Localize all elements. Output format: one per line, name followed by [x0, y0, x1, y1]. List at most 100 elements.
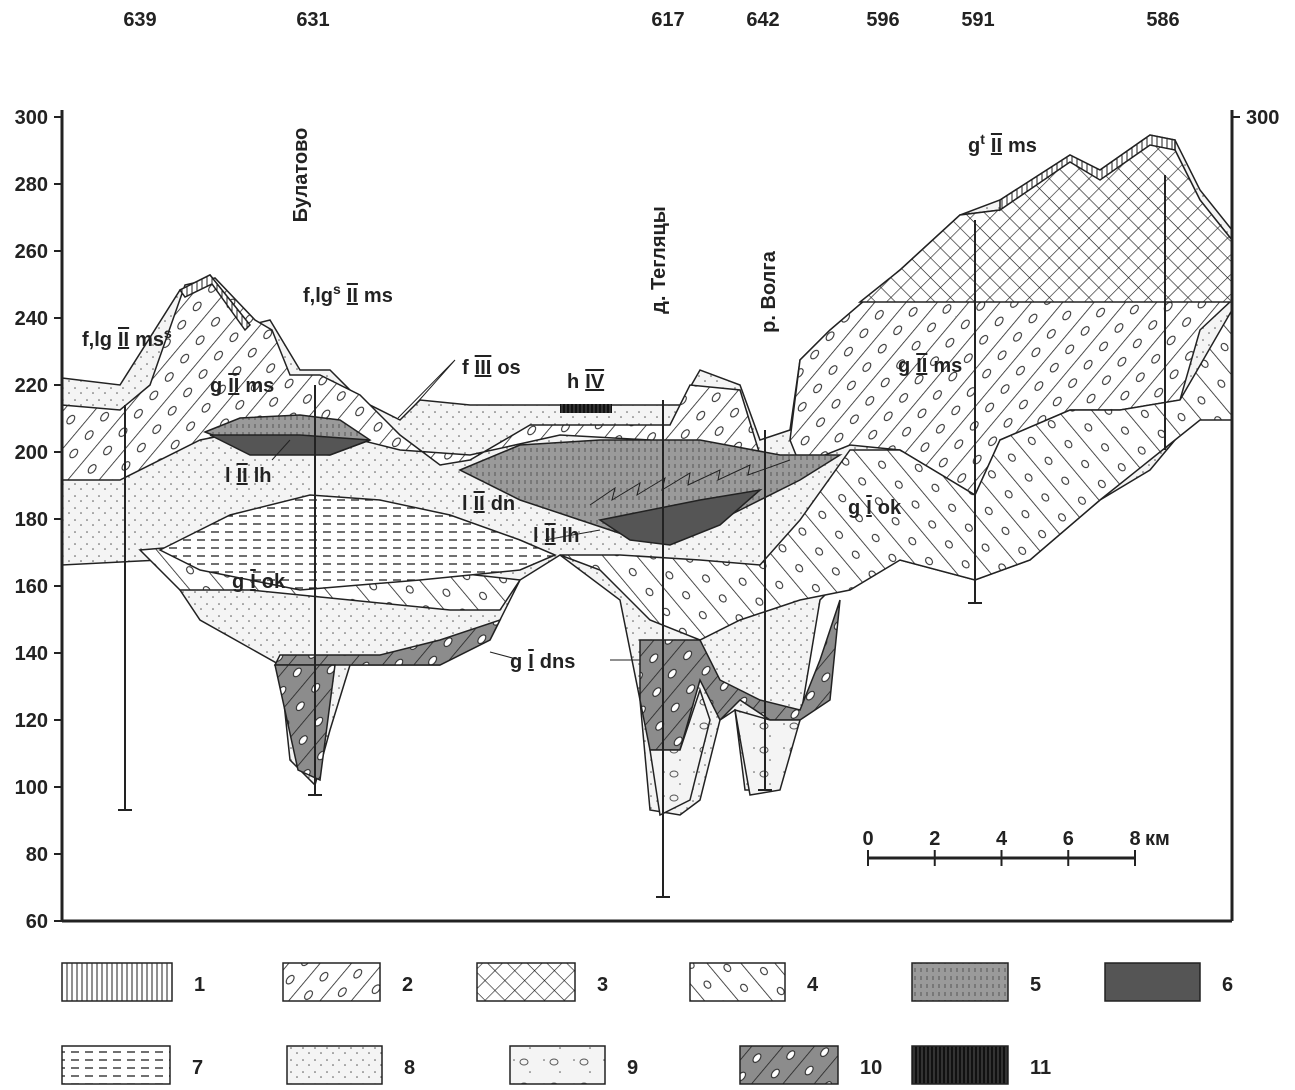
label-part: ms [933, 355, 962, 377]
cross-section: 6396316176425965915863002802602402202001… [0, 0, 1295, 1090]
legend-label: 7 [192, 1057, 203, 1079]
legend-label: 5 [1030, 974, 1041, 996]
label-part: os [497, 357, 520, 379]
legend-label: 9 [627, 1057, 638, 1079]
tick-label: 80 [26, 844, 48, 866]
legend-swatch [287, 1046, 382, 1084]
label-part: t [980, 131, 985, 147]
label-part: ms [1008, 135, 1037, 157]
legend-label: 2 [402, 974, 413, 996]
borehole-number: 631 [296, 9, 329, 31]
tick-label: 120 [15, 710, 48, 732]
tick-label: 180 [15, 509, 48, 531]
label-part: s [333, 281, 341, 297]
legend-label: 3 [597, 974, 608, 996]
label-part: III [475, 357, 492, 379]
legend-swatch [912, 1046, 1008, 1084]
legend-swatch [912, 963, 1008, 1001]
legend-label: 10 [860, 1057, 882, 1079]
legend-swatch [62, 963, 172, 1001]
tick-label: 200 [15, 442, 48, 464]
scale-label: 2 [929, 828, 940, 850]
layer-3 [860, 140, 1232, 302]
legend-label: 4 [807, 974, 819, 996]
place-name: р. Волга [758, 250, 780, 333]
tick-label: 100 [15, 777, 48, 799]
label-part: lh [254, 465, 272, 487]
label-part: ok [878, 497, 902, 519]
label-part: I [866, 497, 872, 519]
label-part: II [474, 493, 485, 515]
label-part: g [510, 651, 522, 673]
tick-label: 240 [15, 308, 48, 330]
label-part: f [462, 357, 469, 379]
label-part: l [225, 465, 231, 487]
tick-label: 280 [15, 174, 48, 196]
place-name: Булатово [290, 128, 312, 223]
label-part: ok [262, 571, 286, 593]
place-name: д. Тегляцы [648, 206, 670, 314]
legend-label: 1 [194, 974, 205, 996]
label-part: II [237, 465, 248, 487]
tick-label: 140 [15, 643, 48, 665]
label-part: g [968, 135, 980, 157]
label-part: ms [245, 375, 274, 397]
unit-label: gt II ms [968, 131, 1037, 157]
legend-swatch [740, 1046, 838, 1084]
tick-label: 160 [15, 576, 48, 598]
borehole-number: 639 [123, 9, 156, 31]
legend-swatch [477, 963, 575, 1001]
tick-label: 220 [15, 375, 48, 397]
borehole-number: 596 [866, 9, 899, 31]
label-part: ms [364, 285, 393, 307]
scale-label: 6 [1063, 828, 1074, 850]
label-part: ms [135, 329, 164, 351]
label-part: IV [585, 371, 605, 393]
label-part: f,lg [82, 329, 112, 351]
label-part: lh [562, 525, 580, 547]
label-part: g [232, 571, 244, 593]
borehole-number: 617 [651, 9, 684, 31]
label-part: II [545, 525, 556, 547]
label-part: II [991, 135, 1002, 157]
legend-swatch [510, 1046, 605, 1084]
legend-label: 11 [1030, 1057, 1051, 1079]
legend-swatch [283, 963, 380, 1001]
unit-label: f III os [462, 357, 521, 379]
scale-label: 0 [862, 828, 873, 850]
label-part: dn [491, 493, 515, 515]
legend-swatch [1105, 963, 1200, 1001]
borehole-number: 642 [746, 9, 779, 31]
legend-label: 6 [1222, 974, 1233, 996]
label-part: II [916, 355, 927, 377]
label-part: l [533, 525, 539, 547]
legend-label: 8 [404, 1057, 415, 1079]
label-part: g [848, 497, 860, 519]
unit-label: f,lgs II ms [303, 281, 393, 307]
tick-label: 60 [26, 911, 48, 933]
borehole-number: 586 [1146, 9, 1179, 31]
label-part: h [567, 371, 579, 393]
label-part: g [210, 375, 222, 397]
unit-label: f,lg II mss [82, 325, 172, 351]
unit-label: h IV [567, 371, 605, 393]
scale-label: 8 [1129, 828, 1140, 850]
layer-10 [275, 665, 335, 780]
legend-swatch [62, 1046, 170, 1084]
label-part: II [347, 285, 358, 307]
tick-label: 260 [15, 241, 48, 263]
tick-label: 300 [1246, 107, 1279, 129]
label-part: II [118, 329, 129, 351]
borehole-number: 591 [961, 9, 994, 31]
label-part: s [164, 325, 172, 341]
scale-unit: км [1145, 828, 1170, 850]
legend-swatch [690, 963, 785, 1001]
label-part: I [250, 571, 256, 593]
tick-label: 300 [15, 107, 48, 129]
label-part: I [528, 651, 534, 673]
label-part: l [462, 493, 468, 515]
label-part: f,lg [303, 285, 333, 307]
label-part: g [898, 355, 910, 377]
layer-11 [560, 404, 612, 413]
